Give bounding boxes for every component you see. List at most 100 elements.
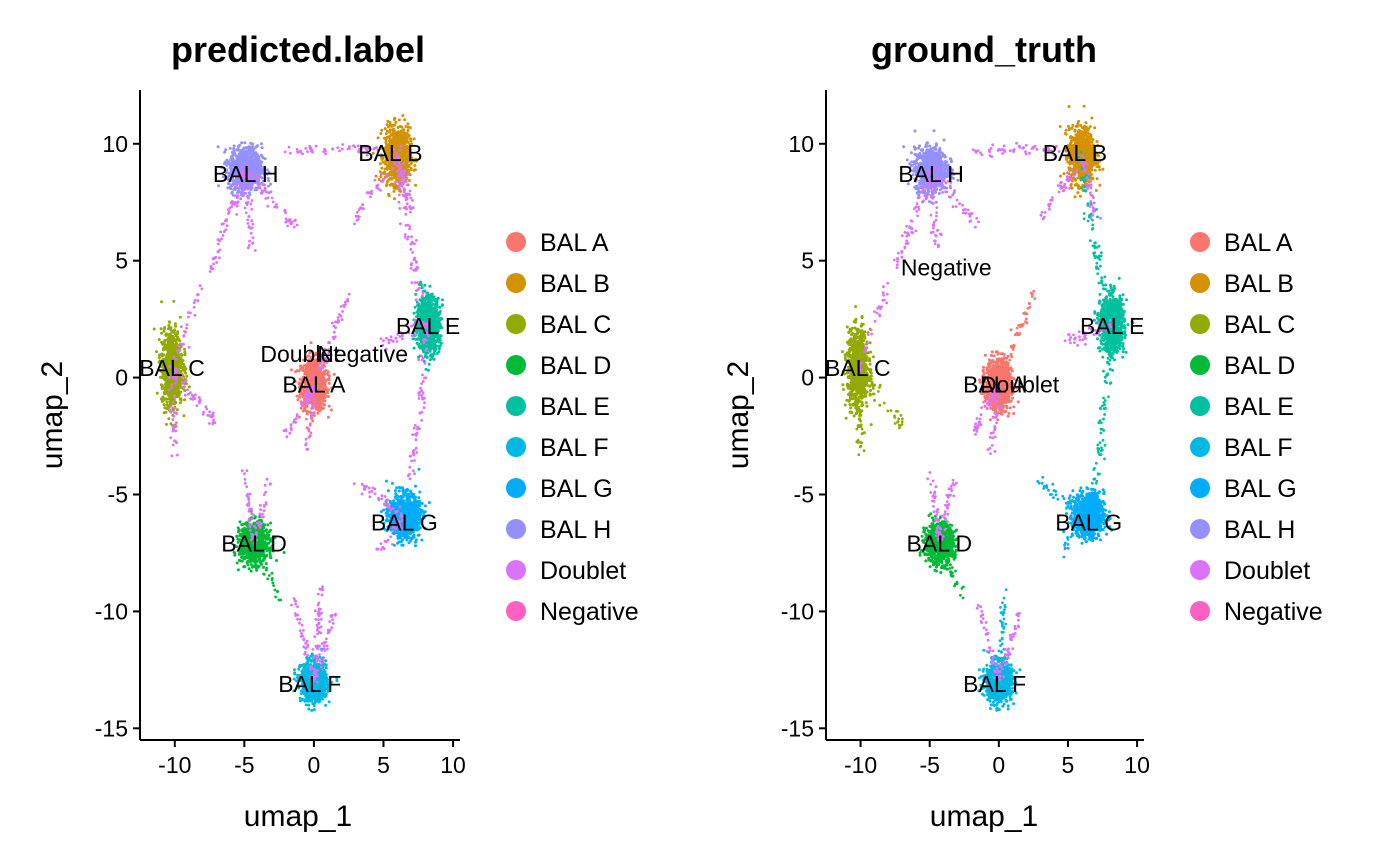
point — [303, 407, 307, 411]
point — [256, 565, 260, 569]
point — [421, 343, 425, 347]
point — [385, 167, 389, 171]
point — [255, 568, 259, 572]
point — [380, 128, 384, 132]
point — [427, 344, 431, 348]
point — [412, 346, 416, 350]
point — [438, 305, 442, 309]
point — [423, 283, 427, 287]
point — [168, 333, 172, 337]
point — [165, 400, 169, 404]
point — [416, 307, 420, 311]
point — [307, 707, 311, 711]
point — [432, 344, 436, 348]
point — [413, 305, 417, 309]
point — [427, 362, 431, 366]
point — [433, 308, 437, 312]
point — [309, 401, 312, 405]
point — [392, 118, 396, 121]
point — [248, 556, 251, 560]
point — [152, 327, 156, 331]
point — [388, 177, 392, 181]
point — [308, 351, 312, 355]
point — [414, 292, 418, 296]
point — [164, 410, 168, 414]
point — [155, 391, 159, 395]
point — [398, 124, 402, 128]
point — [169, 328, 173, 332]
point — [329, 408, 333, 412]
point — [238, 520, 242, 524]
point — [385, 135, 389, 139]
point — [428, 358, 432, 362]
point — [159, 327, 163, 331]
point — [309, 658, 313, 662]
point — [429, 304, 432, 308]
point — [392, 183, 396, 187]
point — [413, 168, 417, 172]
point — [183, 347, 186, 351]
point — [179, 397, 183, 401]
point — [236, 568, 240, 572]
point — [270, 571, 274, 575]
point — [393, 197, 396, 201]
point — [162, 327, 166, 331]
point — [160, 331, 164, 335]
point — [169, 392, 173, 396]
point — [252, 557, 256, 561]
point — [391, 133, 395, 137]
point — [168, 350, 172, 354]
point — [393, 123, 397, 127]
point — [162, 403, 166, 407]
point — [421, 299, 425, 303]
point — [172, 299, 176, 303]
point — [406, 128, 410, 132]
point — [240, 523, 244, 527]
point — [416, 342, 420, 346]
point — [175, 346, 179, 350]
point — [168, 346, 171, 350]
point — [425, 306, 429, 310]
point — [432, 357, 436, 361]
point — [246, 563, 250, 567]
point — [163, 386, 166, 390]
point — [385, 129, 389, 133]
point — [299, 406, 303, 410]
point — [178, 339, 182, 343]
point — [392, 129, 396, 133]
point — [324, 666, 328, 670]
point — [164, 333, 168, 337]
point — [407, 134, 411, 137]
point — [409, 168, 413, 172]
point — [392, 186, 396, 190]
point — [162, 341, 166, 344]
point — [168, 320, 172, 324]
point — [376, 136, 380, 140]
point — [417, 355, 420, 359]
point — [421, 307, 425, 311]
point — [441, 298, 444, 302]
point — [249, 569, 253, 573]
point — [401, 114, 405, 117]
point — [314, 407, 318, 411]
point — [327, 404, 331, 408]
point — [178, 315, 182, 319]
point — [157, 338, 161, 341]
point — [437, 344, 440, 348]
point — [402, 136, 406, 140]
point — [183, 398, 187, 402]
point — [327, 700, 331, 704]
point — [434, 347, 438, 351]
point — [275, 559, 278, 562]
point — [390, 124, 394, 128]
point — [252, 521, 256, 525]
point — [420, 286, 424, 290]
point — [430, 298, 434, 302]
point — [249, 563, 253, 566]
point — [311, 419, 315, 423]
point — [178, 401, 182, 405]
point — [269, 521, 273, 525]
point — [397, 118, 401, 122]
